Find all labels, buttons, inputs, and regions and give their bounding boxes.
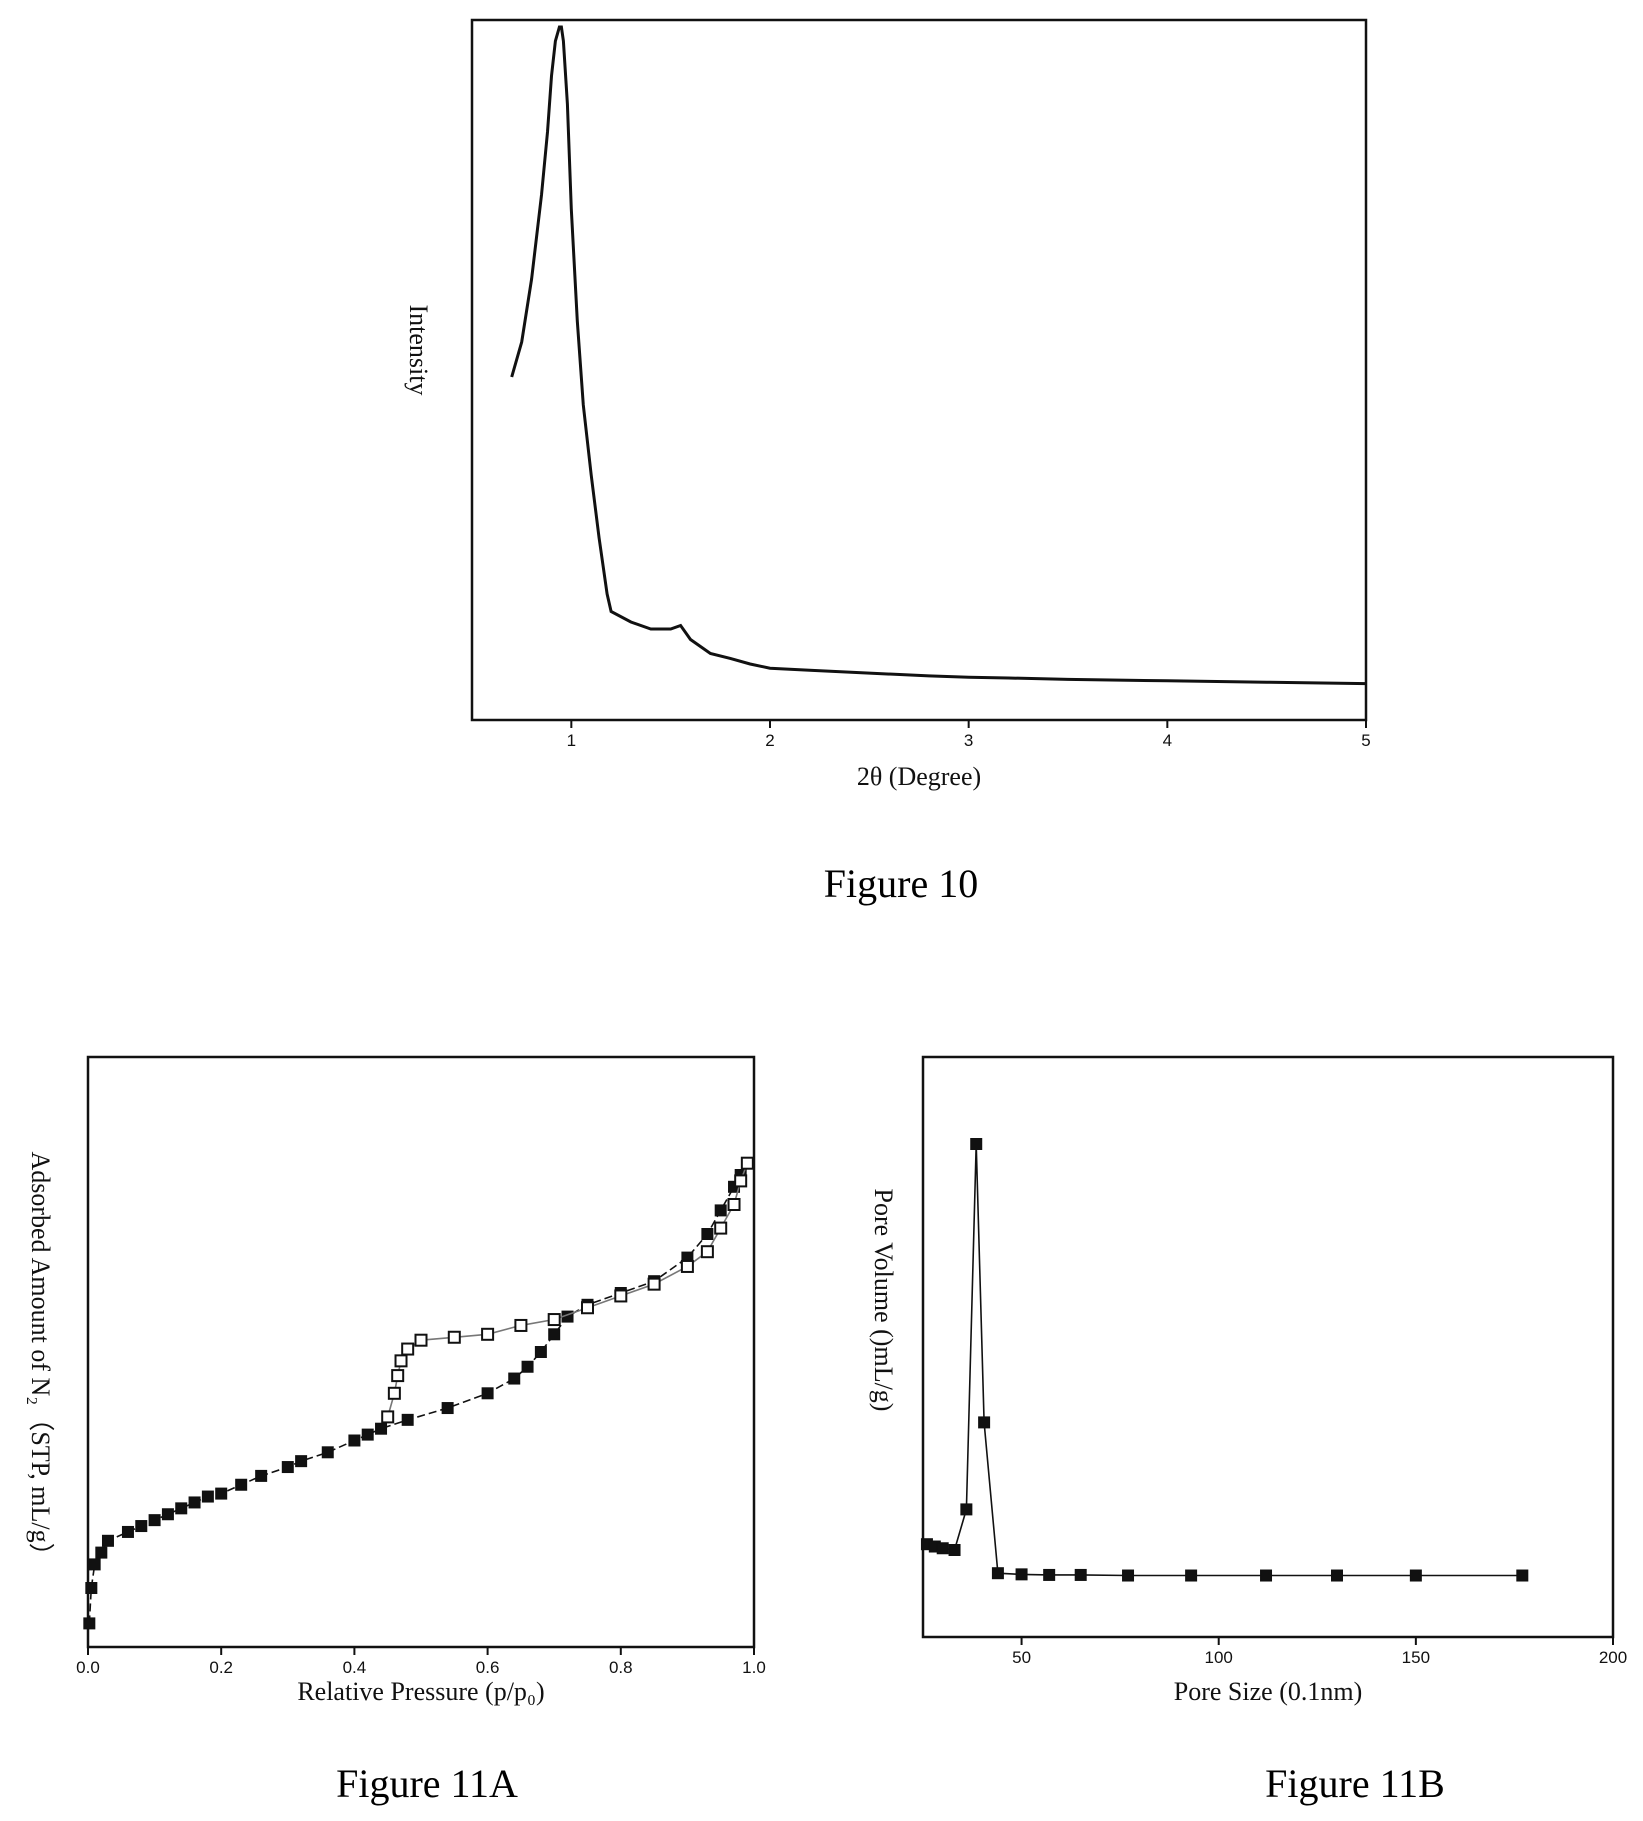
series-2-point — [714, 1221, 728, 1235]
series-1-point — [1185, 1569, 1198, 1582]
series-2-point — [481, 1327, 495, 1341]
figure-11b-caption: Figure 11B — [1265, 1761, 1445, 1806]
series-2-point — [727, 1198, 741, 1211]
series-1-point — [548, 1328, 561, 1341]
series-2-point — [680, 1259, 694, 1273]
series-2-point — [514, 1318, 528, 1332]
series-2-point — [401, 1342, 415, 1356]
series-1-point — [936, 1542, 949, 1555]
series-2-point — [414, 1333, 428, 1347]
series-2-point — [700, 1245, 714, 1259]
series-1-point — [534, 1346, 547, 1358]
series-1-point — [321, 1446, 334, 1459]
series-2-point — [447, 1330, 461, 1344]
series-2-point — [381, 1410, 395, 1424]
series-1-point — [714, 1204, 727, 1217]
series-1-point — [1260, 1569, 1273, 1582]
series-1-line — [510, 25, 1367, 686]
x-tick-label: 1 — [567, 731, 576, 750]
series-1-point — [88, 1558, 101, 1571]
x-tick-label: 150 — [1402, 1648, 1430, 1667]
figure-11a-caption: Figure 11A — [336, 1761, 518, 1806]
series-1-point — [401, 1413, 414, 1426]
series-1-point — [441, 1402, 454, 1415]
series-2-point — [387, 1386, 401, 1400]
x-axis-label: Relative Pressure (p/p₀) — [297, 1677, 544, 1706]
series-1-point — [188, 1496, 201, 1509]
series-1-point — [255, 1469, 268, 1482]
series-2-point — [394, 1354, 408, 1368]
series-1-point — [101, 1534, 114, 1547]
figure-10-caption: Figure 10 — [823, 861, 979, 906]
series-1-point — [161, 1508, 174, 1521]
x-axis-label: Pore Size (0.1nm) — [1174, 1677, 1362, 1706]
series-2-line — [386, 1162, 749, 1418]
y-axis-label: Intensity — [404, 305, 433, 396]
series-1-point — [95, 1546, 108, 1559]
series-1-point — [701, 1228, 714, 1240]
x-tick-label: 0.4 — [343, 1658, 367, 1677]
x-tick-label: 0.0 — [76, 1658, 100, 1677]
series-1-point — [1516, 1569, 1529, 1582]
plot-frame — [470, 18, 1368, 722]
series-1-point — [361, 1428, 374, 1441]
series-1-point — [1043, 1568, 1056, 1581]
series-2-point — [391, 1369, 405, 1383]
series-1-point — [175, 1502, 188, 1515]
plot-frame — [86, 1055, 756, 1649]
series-2-point — [581, 1301, 594, 1315]
series-1-point — [521, 1360, 534, 1373]
series-1-point — [135, 1520, 148, 1533]
series-1-point — [215, 1487, 228, 1500]
series-1-point — [978, 1416, 991, 1429]
x-tick-label: 0.6 — [476, 1658, 500, 1677]
series-1-point — [201, 1490, 214, 1503]
series-1-line — [88, 1162, 748, 1624]
series-1-line — [926, 1143, 1523, 1577]
series-1-point — [295, 1455, 308, 1468]
x-tick-label: 4 — [1163, 731, 1172, 750]
series-2-point — [547, 1313, 561, 1327]
series-1-point — [148, 1514, 161, 1527]
series-1-point — [375, 1422, 388, 1435]
series-1-point — [235, 1478, 248, 1491]
series-1-point — [1074, 1568, 1087, 1581]
series-1-point — [1331, 1569, 1343, 1582]
figure-11a-chart: 0.0 0.2 0.4 0.6 0.8 1.0 Relative Pressure (p/p… — [26, 1055, 766, 1706]
series-1-point — [348, 1434, 361, 1447]
series-1-point — [991, 1567, 1004, 1580]
series-2-point — [740, 1156, 754, 1170]
figure-10-chart: 1 2 3 4 5 2θ (Degree) Intensity — [404, 18, 1371, 791]
x-tick-label: 1.0 — [742, 1658, 766, 1677]
series-2-point — [734, 1174, 748, 1188]
series-1-point — [508, 1372, 521, 1385]
x-tick-label: 0.2 — [209, 1658, 233, 1677]
x-tick-label: 200 — [1599, 1648, 1627, 1667]
series-1-point — [1409, 1569, 1422, 1582]
series-1-point — [481, 1387, 494, 1400]
series-1-point — [948, 1544, 961, 1556]
x-axis-label: 2θ (Degree) — [857, 762, 981, 791]
x-tick-label: 3 — [964, 731, 973, 750]
x-tick-label: 100 — [1205, 1648, 1233, 1667]
series-1-point — [85, 1582, 98, 1594]
y-axis-label: Pore Volume ()mL/g) — [869, 1189, 898, 1412]
x-tick-label: 5 — [1361, 731, 1370, 750]
series-1-point — [121, 1525, 134, 1538]
figure-11b-chart: 50 100 150 200 Pore Size (0.1nm) Pore Volume … — [869, 1055, 1627, 1706]
x-tick-label: 50 — [1012, 1648, 1031, 1667]
x-tick-label: 0.8 — [609, 1658, 633, 1677]
series-2-point — [614, 1289, 628, 1303]
plot-frame — [921, 1055, 1615, 1639]
x-tick-label: 2 — [765, 731, 774, 750]
y-axis-label: Adsorbed Amount of N₂（STP, mL/g） — [26, 1151, 55, 1568]
series-1-point — [1015, 1568, 1028, 1581]
series-1-point — [83, 1617, 96, 1630]
series-1-point — [960, 1503, 973, 1516]
series-1-point — [281, 1461, 294, 1474]
series-2-point — [647, 1277, 661, 1291]
series-1-point — [1122, 1569, 1135, 1582]
series-1-point — [970, 1138, 983, 1150]
